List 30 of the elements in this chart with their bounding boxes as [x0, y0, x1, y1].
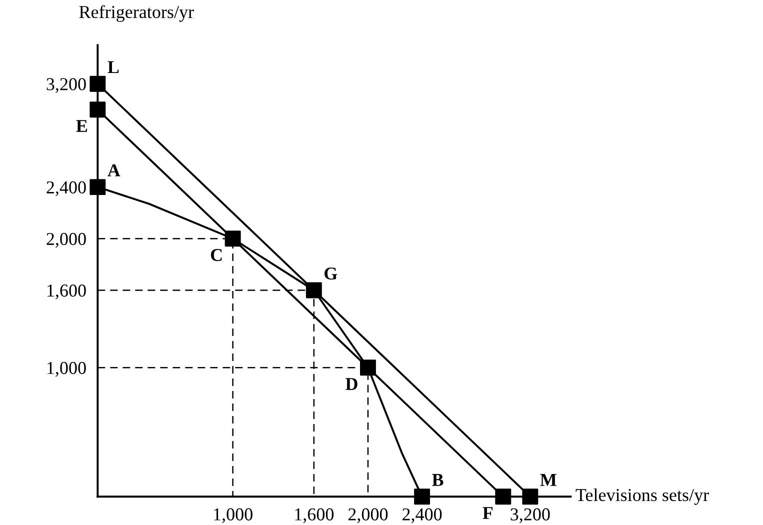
point	[306, 282, 322, 298]
annotation: G	[324, 268, 338, 280]
y-axis-title: Refrigerators/yr	[79, 5, 194, 22]
annotation: C	[210, 248, 222, 262]
point	[90, 179, 106, 196]
point	[90, 102, 106, 118]
x-tick-label: 2,400	[402, 508, 442, 524]
y-tick-label: 1,600	[48, 284, 86, 300]
point	[495, 488, 512, 505]
point	[522, 488, 538, 505]
annotation: B	[432, 474, 444, 486]
y-tick-label: 2,000	[46, 232, 86, 248]
x-axis-title: Televisions sets/yr	[576, 488, 709, 505]
point	[360, 360, 376, 376]
y-tick-label: 1,000	[48, 362, 86, 377]
point	[90, 76, 106, 92]
annotation: D	[346, 378, 358, 390]
x-tick-label: 1,000	[214, 508, 252, 524]
x-tick-label: 2,000	[348, 508, 388, 524]
x-tick-label: 1,600	[295, 508, 334, 524]
point	[224, 230, 241, 247]
annotation: E	[76, 120, 88, 132]
annotation: A	[108, 164, 120, 176]
annotation: M	[540, 474, 556, 486]
annotation: L	[108, 61, 119, 74]
y-tick-label: 3,200	[46, 78, 86, 93]
x-tick-label: 3,200	[510, 508, 550, 524]
y-tick-label: 2,400	[46, 181, 86, 196]
point	[414, 488, 430, 505]
annotation: F	[482, 507, 493, 519]
